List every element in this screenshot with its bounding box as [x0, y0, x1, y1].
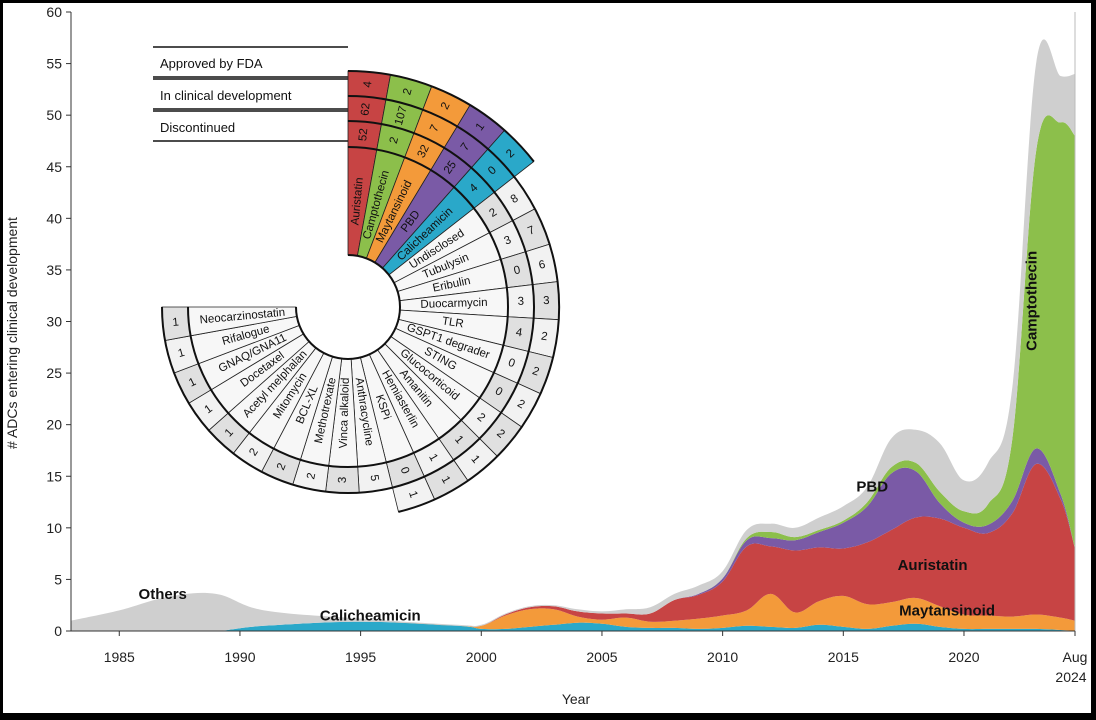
- y-tick-label: 10: [46, 520, 62, 536]
- series-label-pbd: PBD: [856, 479, 888, 496]
- wheel-name-auristatin: Auristatin: [349, 177, 365, 226]
- wheel-row-label: In clinical development: [160, 88, 292, 103]
- wheel-discontinued-value: 2: [487, 206, 499, 220]
- wheel-discontinued-value: 1: [187, 376, 198, 390]
- wheel-discontinued-value: 2: [388, 136, 401, 145]
- payload-wheel: Approved by FDA In clinical development Di…: [153, 46, 561, 513]
- y-tick-label: 40: [46, 210, 62, 226]
- x-tick-label: Aug: [1063, 649, 1088, 665]
- y-axis-title: # ADCs entering clinical development: [4, 217, 20, 449]
- wheel-rim: [347, 120, 536, 489]
- y-tick-label: 0: [54, 623, 62, 639]
- wheel-discontinued-value: 32: [416, 143, 432, 160]
- wheel-discontinued-value: 1: [172, 316, 179, 329]
- wheel-discontinued-value: 4: [515, 327, 524, 340]
- x-tick-label: 1990: [224, 649, 255, 665]
- x-tick-label: 1995: [345, 649, 376, 665]
- x-axis-title: Year: [562, 691, 591, 707]
- wheel-clinical-value: 1: [406, 490, 419, 500]
- wheel-clinical-value: 8: [509, 192, 521, 206]
- series-label-maytansinoid: Maytansinoid: [899, 603, 995, 620]
- x-tick-label: 1985: [104, 649, 135, 665]
- area-calicheamicin: [71, 621, 1075, 632]
- x-tick-label: 2015: [828, 649, 859, 665]
- wheel-discontinued-value: 3: [518, 296, 525, 308]
- series-labels: Others Calicheamicin Maytansinoid Auristati…: [139, 251, 1041, 625]
- wheel-discontinued-value: 0: [493, 385, 504, 399]
- series-label-calicheamicin: Calicheamicin: [320, 608, 421, 625]
- x-tick-label: 2000: [466, 649, 497, 665]
- wheel-approved-value: 2: [439, 101, 453, 112]
- x-tick-label: 2005: [586, 649, 617, 665]
- area-maytansinoid: [71, 593, 1075, 632]
- wheel-discontinued-value: 3: [337, 477, 349, 484]
- wheel-name-vinca-alkaloid: Vinca alkaloid: [338, 377, 352, 448]
- wheel-rim: [187, 146, 509, 468]
- y-tick-label: 15: [46, 468, 62, 484]
- wheel-discontinued-value: 5: [368, 474, 381, 482]
- y-tick-label: 20: [46, 417, 62, 433]
- wheel-name-tlr: TLR: [441, 315, 464, 330]
- y-tick-label: 35: [46, 262, 62, 278]
- wheel-discontinued-value: 0: [398, 466, 411, 476]
- wheel-clinical-value: 3: [543, 295, 550, 307]
- y-tick-label: 60: [46, 4, 62, 20]
- wheel-discontinued-value: 0: [507, 357, 517, 370]
- y-tick-label: 5: [54, 571, 62, 587]
- series-label-camptothecin: Camptothecin: [1023, 251, 1040, 351]
- wheel-discontinued-value: 0: [513, 264, 522, 277]
- y-tick-label: 25: [46, 365, 62, 381]
- wheel-clinical-value: 2: [515, 398, 526, 412]
- wheel-rim: [347, 95, 561, 513]
- y-tick-label: 45: [46, 159, 62, 175]
- wheel-discontinued-value: 2: [247, 446, 261, 458]
- wheel-clinical-value: 6: [538, 259, 547, 272]
- wheel-clinical-value: 62: [359, 102, 372, 116]
- area-auristatin: [71, 463, 1075, 632]
- x-tick-label-secondary: 2024: [1055, 669, 1086, 685]
- x-tick-label: 2020: [948, 649, 979, 665]
- wheel-inner-rim: [295, 254, 401, 360]
- wheel-discontinued-value: 3: [503, 234, 514, 248]
- wheel-clinical-value: 7: [428, 123, 442, 134]
- wheel-discontinued-value: 1: [177, 347, 186, 360]
- wheel-rim: [161, 306, 393, 495]
- y-tick-label: 30: [46, 314, 62, 330]
- series-label-auristatin: Auristatin: [898, 557, 968, 574]
- wheel-name-duocarmycin: Duocarmycin: [420, 297, 487, 311]
- wheel-discontinued-value: 1: [426, 452, 440, 463]
- wheel-row-label: Discontinued: [160, 120, 235, 135]
- wheel-clinical-value: 7: [526, 224, 537, 238]
- wheel-row-label: Approved by FDA: [160, 56, 263, 71]
- series-label-others: Others: [139, 586, 187, 603]
- wheel-clinical-value: 1: [439, 474, 453, 485]
- wheel-rim: [347, 70, 535, 163]
- wheel-clinical-value: 2: [540, 331, 548, 344]
- stacked-areas: [71, 12, 1076, 632]
- wheel-discontinued-value: 2: [275, 462, 289, 473]
- wheel-approved-value: 2: [401, 87, 414, 96]
- y-tick-label: 50: [46, 107, 62, 123]
- wheel-clinical-value: 107: [393, 105, 410, 127]
- y-tick-label: 55: [46, 56, 62, 72]
- wheel-approved-value: 4: [362, 80, 375, 88]
- wheel-discontinued-value: 2: [305, 472, 318, 481]
- chart-frame: 0 5 10 15 20 25 30 35 40 45 50 55 60 1985 1990 1995 2000…: [3, 3, 1091, 713]
- x-tick-label: 2010: [707, 649, 738, 665]
- wheel-discontinued-value: 52: [357, 128, 370, 142]
- wheel-clinical-value: 2: [531, 365, 541, 378]
